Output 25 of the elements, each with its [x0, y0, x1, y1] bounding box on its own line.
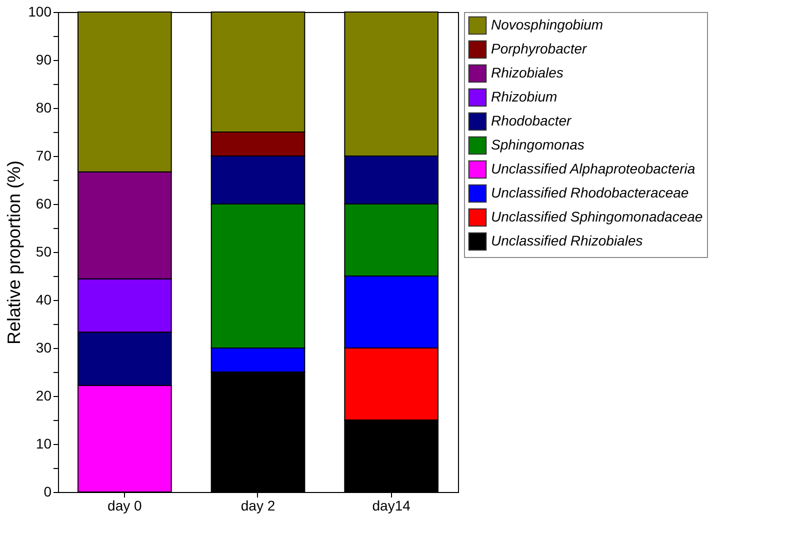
legend-label: Rhizobiales — [491, 64, 564, 80]
legend-label: Rhizobium — [491, 88, 558, 104]
y-tick-label: 30 — [36, 340, 52, 356]
y-axis-title: Relative proportion (%) — [4, 160, 24, 345]
y-tick-label: 80 — [36, 100, 52, 116]
y-tick-label: 0 — [44, 484, 52, 500]
y-tick-label: 100 — [28, 4, 52, 20]
y-tick-label: 10 — [36, 436, 52, 452]
y-tick-label: 70 — [36, 148, 52, 164]
legend-label: Porphyrobacter — [491, 40, 588, 56]
legend-label: Rhodobacter — [491, 112, 573, 128]
legend-label: Unclassified Alphaproteobacteria — [491, 160, 696, 176]
y-tick-label: 60 — [36, 196, 52, 212]
legend-label: Unclassified Rhizobiales — [491, 232, 643, 248]
legend-label: Sphingomonas — [491, 136, 584, 152]
y-tick-label: 50 — [36, 244, 52, 260]
y-tick-label: 90 — [36, 52, 52, 68]
legend-label: Unclassified Sphingomonadaceae — [491, 208, 703, 224]
x-tick-label: day14 — [372, 498, 411, 514]
legend-label: Unclassified Rhodobacteraceae — [491, 184, 689, 200]
y-tick-label: 20 — [36, 388, 52, 404]
legend-label: Novosphingobium — [491, 16, 604, 32]
x-tick-label: day 2 — [240, 498, 276, 514]
x-tick-label: day 0 — [108, 498, 142, 514]
y-tick-label: 40 — [36, 292, 52, 308]
